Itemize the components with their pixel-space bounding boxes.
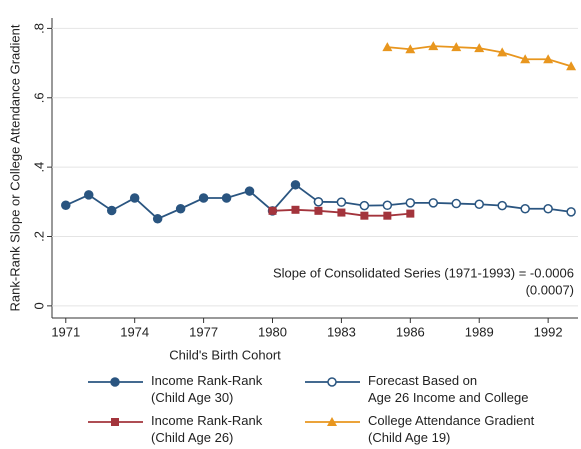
marker <box>497 47 508 57</box>
legend-marker <box>111 418 119 426</box>
y-tick-label: .6 <box>31 92 46 103</box>
legend-marker <box>327 377 337 387</box>
x-tick-label: 1980 <box>258 324 287 339</box>
y-tick-label: .4 <box>31 162 46 173</box>
marker <box>244 186 255 196</box>
legend-label: Income Rank-Rank (Child Age 26) <box>151 413 263 445</box>
marker <box>406 209 415 218</box>
y-tick-label: .2 <box>31 231 46 242</box>
marker <box>359 200 370 211</box>
x-tick-label: 1992 <box>534 324 563 339</box>
x-axis-title: Child's Birth Cohort <box>169 347 281 362</box>
marker <box>566 207 576 217</box>
marker <box>268 206 277 215</box>
marker <box>566 61 577 71</box>
marker <box>129 193 140 203</box>
legend-label: Forecast Based on Age 26 Income and Coll… <box>368 373 529 405</box>
marker <box>543 204 553 214</box>
y-tick-label: 0 <box>31 302 46 309</box>
annotation: (0.0007) <box>526 282 574 297</box>
marker <box>451 198 462 209</box>
marker <box>405 44 416 54</box>
x-tick-label: 1989 <box>465 324 494 339</box>
x-tick-label: 1983 <box>327 324 356 339</box>
legend-marker <box>327 417 337 426</box>
marker <box>175 204 186 214</box>
marker <box>61 200 71 211</box>
marker <box>314 206 323 215</box>
series-line <box>65 183 319 220</box>
series-line <box>318 200 572 213</box>
marker <box>428 198 439 208</box>
marker <box>543 54 554 64</box>
marker <box>405 198 416 208</box>
x-tick-label: 1977 <box>189 324 218 339</box>
marker <box>360 211 369 220</box>
marker <box>313 197 324 207</box>
marker <box>337 208 346 217</box>
legend-label: Income Rank-Rank (Child Age 30) <box>151 373 263 405</box>
marker <box>291 205 300 214</box>
marker <box>382 200 393 211</box>
marker <box>84 190 94 200</box>
marker <box>382 42 393 52</box>
marker <box>290 180 301 190</box>
marker <box>152 214 163 224</box>
x-tick-label: 1986 <box>396 324 425 339</box>
marker <box>106 205 117 216</box>
annotation: Slope of Consolidated Series (1971-1993)… <box>273 265 574 280</box>
marker <box>221 193 232 203</box>
marker <box>428 41 439 51</box>
marker <box>520 204 530 214</box>
marker <box>520 54 531 64</box>
marker <box>383 211 392 220</box>
x-tick-label: 1974 <box>120 324 149 339</box>
marker <box>451 42 462 52</box>
y-tick-label: .8 <box>31 23 46 34</box>
legend-label: College Attendance Gradient (Child Age 1… <box>368 413 535 445</box>
marker <box>336 197 347 207</box>
marker <box>198 193 209 203</box>
marker <box>474 43 485 53</box>
marker <box>474 199 484 209</box>
x-tick-label: 1971 <box>51 324 80 339</box>
y-axis-title: Rank-Rank Slope or College Attendance Gr… <box>7 24 22 311</box>
marker <box>497 200 507 211</box>
legend-marker <box>110 377 120 387</box>
